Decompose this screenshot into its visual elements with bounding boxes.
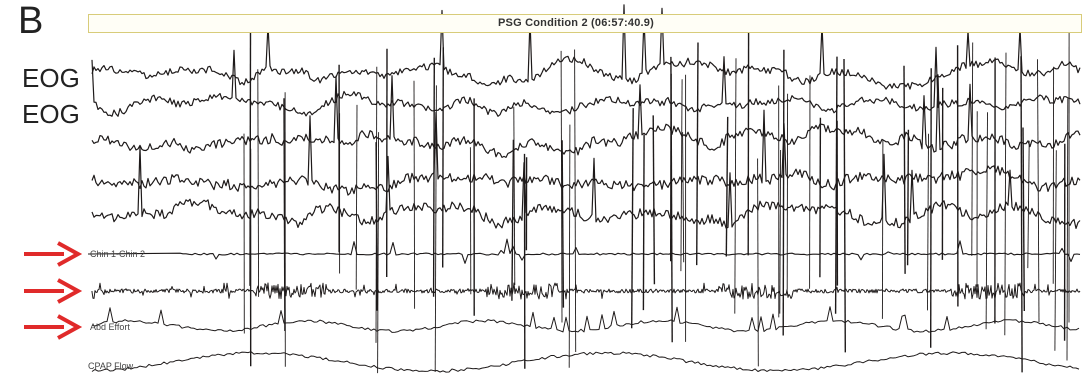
artifact-spike <box>757 158 759 367</box>
eog-label-2: EOG <box>22 99 80 129</box>
artifact-spike <box>568 124 571 368</box>
artifact-spike <box>680 79 683 272</box>
artifact-spike <box>283 98 286 332</box>
red-arrow-icon <box>24 314 83 340</box>
artifact-spike <box>642 134 645 311</box>
artifact-spike <box>1020 56 1023 373</box>
artifact-spike <box>560 50 563 323</box>
artifact-spike <box>1066 98 1069 361</box>
artifact-spike <box>1037 59 1040 323</box>
artifact-spike <box>513 106 516 286</box>
cpap-flow-trace <box>91 351 1080 373</box>
artifact-spike <box>903 65 906 274</box>
eeg-trace-2 <box>91 109 1081 196</box>
eog-label-1: EOG <box>22 63 80 93</box>
artifact-spike <box>927 133 929 311</box>
artifact-spike <box>257 69 260 297</box>
artifact-spike <box>442 47 444 268</box>
eeg-trace-1 <box>91 74 1081 158</box>
artifact-spike <box>985 112 988 330</box>
artifact-spike <box>1004 52 1007 336</box>
leg-emg-trace <box>91 282 1081 300</box>
artifact-spike <box>249 31 252 286</box>
artifact-spike <box>930 68 932 348</box>
red-arrow-icon <box>24 278 83 304</box>
red-arrow-icon <box>24 241 83 267</box>
abd-effort-trace <box>91 306 1080 333</box>
abd-channel-label: Abd Effort <box>90 322 130 332</box>
artifact-spike <box>971 42 974 256</box>
artifact-spike <box>906 129 910 266</box>
artifact-spike <box>696 42 699 266</box>
panel-letter: B <box>18 0 44 42</box>
artifact-spike <box>511 139 515 301</box>
artifact-spike <box>782 49 785 336</box>
artifact-spike <box>1054 150 1057 351</box>
artifact-spike <box>355 104 358 290</box>
artifact-spike <box>631 108 634 329</box>
artifact-spike <box>819 117 822 278</box>
artifact-spike <box>734 58 737 314</box>
artifact-spike <box>725 116 729 257</box>
artifact-spike <box>834 56 838 314</box>
chin-emg-trace <box>87 238 1081 264</box>
artifact-spike <box>670 56 673 343</box>
artifact-spike <box>1022 127 1025 312</box>
eog-trace-1 <box>91 4 1081 90</box>
chin-channel-label: Chin 1-Chin 2 <box>90 249 146 259</box>
artifact-spike <box>434 85 437 372</box>
artifact-spike <box>574 49 577 353</box>
artifact-spike <box>843 58 846 353</box>
eog-trace-2 <box>91 46 1081 117</box>
artifact-spike <box>881 139 884 319</box>
artifact-spike <box>377 132 380 374</box>
artifact-spike <box>432 57 435 297</box>
artifact-spike <box>779 149 782 314</box>
header-text: PSG Condition 2 (06:57:40.9) <box>498 17 654 29</box>
cpap-channel-label: CPAP Flow <box>88 361 134 371</box>
eeg-trace-3 <box>91 146 1081 229</box>
artifact-spike <box>375 66 378 343</box>
artifact-spike <box>561 140 565 308</box>
artifact-spike <box>652 115 656 285</box>
artifact-spike <box>413 80 416 309</box>
artifact-spike <box>682 132 685 263</box>
artifact-spike <box>1027 140 1030 269</box>
